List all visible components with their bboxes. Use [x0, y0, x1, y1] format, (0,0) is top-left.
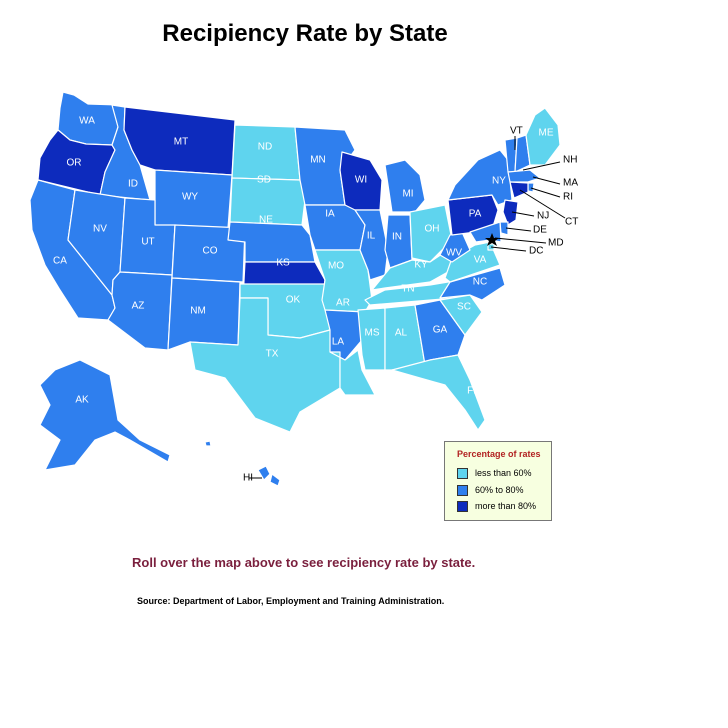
state-az[interactable] — [107, 271, 173, 351]
leader-line-de — [505, 227, 532, 232]
state-label-nj: NJ — [537, 211, 549, 222]
leader-line-nj — [511, 211, 535, 217]
state-label-ma: MA — [563, 178, 578, 189]
state-co[interactable] — [171, 224, 246, 283]
state-label-dc: DC — [529, 246, 543, 257]
state-ny[interactable] — [447, 149, 513, 206]
legend-swatch-high — [457, 501, 468, 512]
state-ct[interactable] — [509, 181, 529, 199]
leader-line-nh — [522, 161, 561, 171]
state-label-md: MD — [548, 238, 564, 249]
state-mi[interactable] — [384, 159, 426, 213]
state-sc[interactable] — [439, 294, 483, 336]
state-ak[interactable] — [39, 359, 171, 471]
legend-swatch-low — [457, 468, 468, 479]
legend-swatch-mid — [457, 485, 468, 496]
capital-star-icon — [485, 233, 499, 246]
state-wv[interactable] — [439, 231, 471, 263]
state-label-ct: CT — [565, 217, 578, 228]
state-label-vt: VT — [510, 126, 523, 137]
state-ma[interactable] — [507, 169, 541, 183]
state-nj[interactable] — [502, 199, 519, 226]
state-sd[interactable] — [229, 177, 306, 226]
state-il[interactable] — [354, 209, 389, 281]
legend: Percentage of rates less than 60% 60% to… — [444, 441, 552, 521]
state-label-ri: RI — [563, 192, 573, 203]
legend-label-mid: 60% to 80% — [475, 485, 524, 495]
state-ri[interactable] — [527, 182, 535, 193]
state-la[interactable] — [329, 349, 376, 396]
state-in[interactable] — [384, 214, 413, 269]
state-nm[interactable] — [167, 277, 241, 351]
state-oh[interactable] — [409, 204, 453, 263]
state-nd[interactable] — [231, 124, 301, 181]
source-note: Source: Department of Labor, Employment … — [137, 596, 445, 606]
state-me[interactable] — [525, 107, 561, 166]
state-label-de: DE — [533, 225, 547, 236]
state-tx[interactable] — [189, 297, 341, 433]
legend-title: Percentage of rates — [457, 449, 541, 459]
state-ms[interactable] — [357, 307, 386, 371]
state-wy[interactable] — [154, 169, 233, 229]
state-fl[interactable] — [391, 354, 486, 431]
state-label-nh: NH — [563, 155, 577, 166]
leader-line-dc — [490, 246, 527, 252]
legend-label-high: more than 80% — [475, 501, 537, 511]
leader-line-md — [494, 237, 547, 244]
state-wi[interactable] — [339, 151, 383, 211]
leader-line-ri — [530, 187, 561, 198]
leader-line-ma — [532, 176, 561, 185]
leader-line-ct — [519, 189, 566, 219]
map-title: Recipiency Rate by State — [162, 20, 448, 47]
state-mt[interactable] — [123, 106, 236, 176]
state-label-hi: HI — [243, 473, 253, 484]
state-hi[interactable] — [204, 440, 281, 487]
legend-label-low: less than 60% — [475, 468, 532, 478]
rollover-instruction: Roll over the map above to see recipienc… — [132, 555, 476, 570]
